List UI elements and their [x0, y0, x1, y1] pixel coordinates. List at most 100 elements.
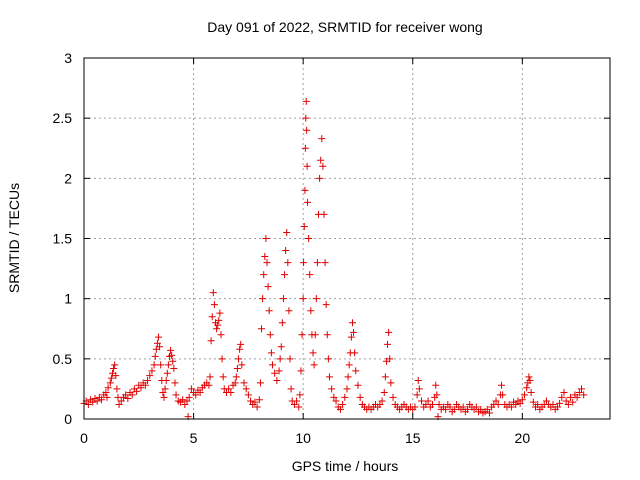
- data-point: [381, 373, 389, 381]
- data-point: [560, 389, 568, 397]
- data-point: [321, 259, 329, 267]
- x-tick-label: 10: [295, 430, 311, 446]
- data-point: [279, 295, 287, 303]
- y-tick-label: 0.5: [53, 351, 73, 367]
- y-tick-label: 2.5: [53, 110, 73, 126]
- data-point: [256, 379, 264, 387]
- data-point: [347, 333, 355, 341]
- data-point: [286, 355, 294, 363]
- data-point: [110, 364, 118, 372]
- data-point: [344, 373, 352, 381]
- data-point: [300, 222, 308, 230]
- data-point: [523, 384, 531, 392]
- data-point: [153, 339, 161, 347]
- data-point: [580, 391, 588, 399]
- data-point: [302, 114, 310, 122]
- data-point: [265, 307, 273, 315]
- data-point: [285, 307, 293, 315]
- data-point: [251, 398, 259, 406]
- y-tick-label: 1.5: [53, 231, 73, 247]
- data-point: [569, 398, 577, 406]
- data-point: [170, 364, 178, 372]
- y-tick-label: 0: [64, 411, 72, 427]
- data-point: [330, 393, 338, 401]
- data-point: [148, 367, 156, 375]
- data-point: [575, 389, 583, 397]
- data-point: [432, 381, 440, 389]
- data-point: [305, 235, 313, 242]
- data-point: [303, 162, 311, 170]
- data-point: [518, 396, 526, 404]
- data-point: [150, 361, 158, 369]
- y-tick-label: 2: [64, 170, 72, 186]
- data-point: [162, 376, 170, 384]
- data-point: [93, 397, 101, 405]
- data-point: [307, 307, 315, 315]
- data-point: [137, 384, 145, 392]
- data-point: [527, 389, 535, 397]
- data-point: [144, 376, 152, 384]
- data-point: [217, 331, 225, 339]
- data-point: [271, 369, 279, 377]
- data-point: [384, 340, 392, 348]
- data-point: [89, 398, 97, 406]
- data-point: [562, 397, 570, 405]
- data-point: [263, 259, 271, 267]
- data-point: [247, 397, 255, 405]
- data-point: [237, 340, 245, 348]
- data-point: [297, 367, 305, 375]
- data-points: [80, 97, 588, 421]
- data-point: [433, 391, 441, 399]
- data-point: [157, 361, 165, 369]
- data-point: [549, 401, 557, 409]
- x-tick-label: 15: [405, 430, 421, 446]
- data-point: [283, 228, 291, 236]
- data-point: [102, 389, 110, 397]
- data-point: [318, 135, 326, 143]
- data-point: [235, 355, 243, 363]
- data-point: [464, 405, 472, 413]
- data-point: [168, 351, 176, 359]
- data-point: [385, 328, 393, 336]
- data-point: [325, 373, 333, 381]
- data-point: [336, 405, 344, 413]
- data-point: [477, 405, 485, 413]
- data-point: [117, 397, 125, 405]
- data-point: [313, 259, 321, 267]
- data-point: [208, 313, 216, 321]
- data-point: [103, 393, 111, 401]
- data-point: [167, 346, 175, 354]
- data-point: [459, 403, 467, 411]
- data-point: [351, 349, 359, 357]
- data-point: [218, 355, 226, 363]
- data-point: [169, 357, 177, 365]
- data-point: [529, 398, 537, 406]
- data-point: [300, 259, 308, 267]
- data-point: [516, 399, 524, 407]
- data-point: [341, 393, 349, 401]
- data-point: [205, 381, 213, 389]
- data-point: [295, 403, 303, 411]
- data-point: [115, 401, 123, 409]
- data-point: [196, 389, 204, 397]
- data-point: [324, 355, 332, 363]
- data-point: [299, 295, 307, 303]
- data-point: [236, 345, 244, 353]
- data-point: [284, 259, 292, 267]
- data-point: [298, 331, 306, 339]
- x-axis-label: GPS time / hours: [292, 458, 399, 474]
- data-point: [262, 235, 270, 242]
- data-point: [323, 331, 331, 339]
- data-point: [172, 391, 180, 399]
- data-point: [556, 399, 564, 407]
- data-point: [156, 343, 164, 351]
- data-point: [210, 301, 218, 309]
- data-point: [534, 401, 542, 409]
- data-point: [261, 253, 269, 261]
- data-point: [161, 385, 169, 393]
- data-point: [573, 393, 581, 401]
- data-point: [267, 349, 275, 357]
- data-point: [244, 391, 252, 399]
- data-point: [435, 401, 443, 409]
- data-point: [376, 401, 384, 409]
